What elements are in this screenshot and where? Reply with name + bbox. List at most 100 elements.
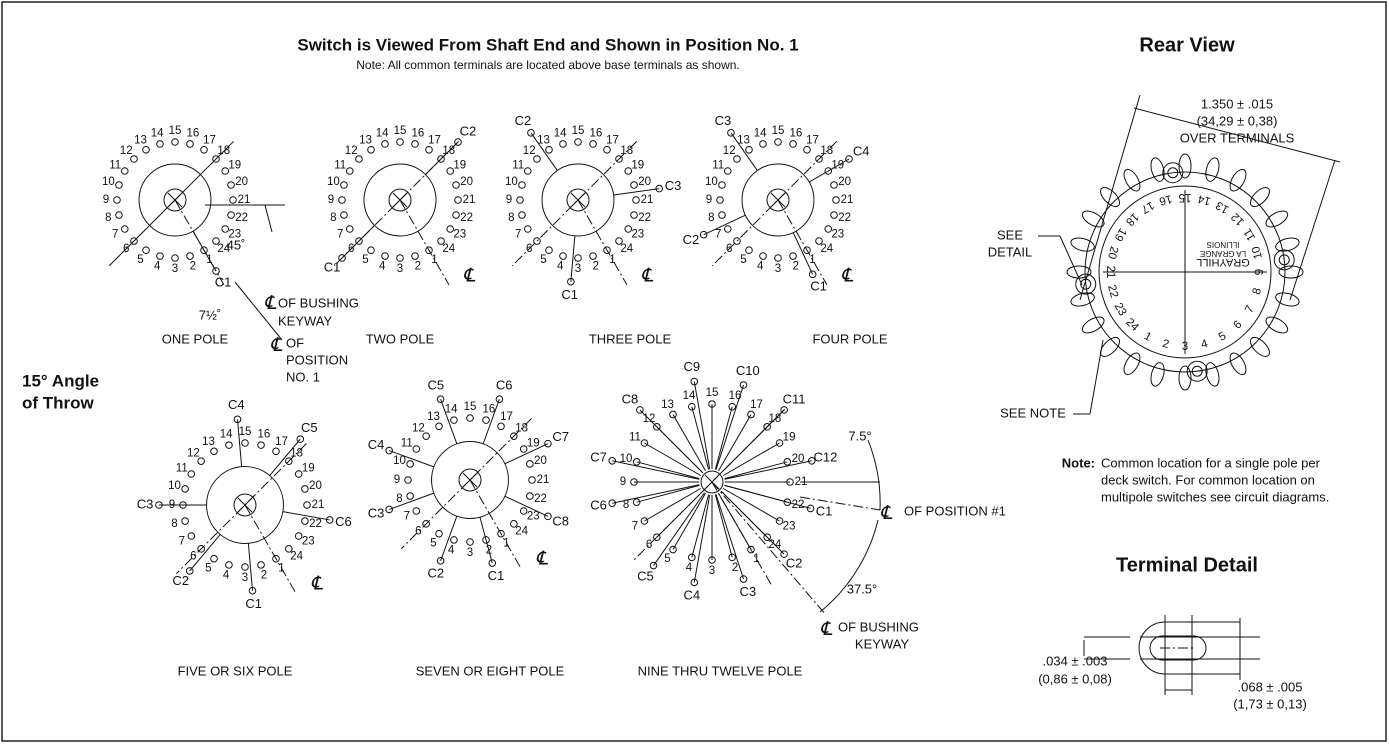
label: C10 bbox=[736, 363, 760, 378]
label: OVER TERMINALS bbox=[1180, 130, 1295, 145]
terminal bbox=[211, 555, 218, 562]
label: 11 bbox=[109, 160, 121, 172]
label: C1 bbox=[245, 596, 262, 611]
rear-terminal bbox=[1121, 167, 1143, 194]
label: 24 bbox=[820, 243, 833, 255]
label: 12 bbox=[1229, 210, 1247, 228]
label: 2 bbox=[190, 261, 196, 273]
rear-terminal bbox=[1274, 291, 1300, 309]
label: 10 bbox=[393, 455, 406, 467]
rear-terminal bbox=[1263, 314, 1290, 336]
terminal bbox=[304, 502, 311, 509]
label: 21 bbox=[841, 194, 854, 206]
terminal bbox=[413, 446, 420, 453]
terminal bbox=[453, 212, 460, 219]
label: ℄ bbox=[535, 549, 548, 570]
terminal bbox=[242, 440, 249, 447]
label: 17 bbox=[500, 411, 513, 423]
label: (34,29 ± 0,38) bbox=[1197, 113, 1278, 128]
label: 7 bbox=[632, 521, 638, 533]
label: 20 bbox=[838, 176, 851, 188]
label: C3 bbox=[137, 496, 154, 511]
label: 12 bbox=[723, 145, 736, 157]
label: 5 bbox=[362, 254, 368, 266]
label: 1 bbox=[753, 553, 759, 565]
line bbox=[193, 231, 216, 271]
label: 13 bbox=[359, 134, 372, 146]
label: 17 bbox=[606, 134, 619, 146]
label: C9 bbox=[684, 359, 701, 374]
line bbox=[800, 497, 880, 510]
label: C6 bbox=[590, 498, 607, 513]
label: SEE bbox=[997, 227, 1023, 242]
line bbox=[248, 543, 252, 590]
label: 4 bbox=[557, 261, 564, 273]
label: 11 bbox=[629, 432, 641, 444]
terminal bbox=[412, 141, 419, 148]
label: THREE POLE bbox=[589, 331, 672, 346]
label: C3 bbox=[665, 178, 682, 193]
label: 10 bbox=[1250, 245, 1265, 260]
side-label: of Throw bbox=[22, 393, 95, 412]
label: NINE THRU TWELVE POLE bbox=[638, 663, 803, 678]
label: 1 bbox=[431, 254, 437, 266]
label: 20 bbox=[638, 176, 651, 188]
label: 14 bbox=[151, 127, 164, 139]
label: 24 bbox=[1123, 316, 1141, 334]
terminal bbox=[341, 182, 348, 189]
terminal bbox=[426, 146, 433, 153]
label: 12 bbox=[412, 422, 425, 434]
terminal bbox=[116, 212, 123, 219]
label: 21 bbox=[238, 194, 251, 206]
label: (1,73 ± 0,13) bbox=[1233, 696, 1307, 711]
label: SEE NOTE bbox=[1000, 405, 1066, 420]
terminal bbox=[483, 417, 490, 424]
label: 22 bbox=[235, 212, 248, 224]
label: ℄ bbox=[820, 619, 833, 640]
terminal bbox=[831, 212, 838, 219]
label: 23 bbox=[302, 536, 315, 548]
label: 17 bbox=[428, 134, 441, 146]
label: KEYWAY bbox=[278, 313, 333, 328]
terminal bbox=[519, 182, 526, 189]
page: Switch is Viewed From Shaft End and Show… bbox=[0, 0, 1389, 744]
label: 10 bbox=[505, 176, 518, 188]
terminal bbox=[719, 212, 726, 219]
terminal bbox=[831, 182, 838, 189]
label: TWO POLE bbox=[366, 331, 435, 346]
label: 4 bbox=[223, 570, 230, 582]
label: C1 bbox=[488, 568, 505, 583]
label: 22 bbox=[838, 212, 851, 224]
label: 8 bbox=[396, 493, 402, 505]
terminal bbox=[590, 253, 597, 260]
label: 3 bbox=[467, 547, 473, 559]
label: 9 bbox=[328, 194, 334, 206]
label: 4 bbox=[448, 545, 455, 557]
terminal bbox=[228, 212, 235, 219]
label: 7 bbox=[404, 511, 410, 523]
label: 2 bbox=[793, 261, 799, 273]
rear-terminal bbox=[1121, 350, 1143, 377]
rear-terminal bbox=[1204, 156, 1222, 182]
label: 12 bbox=[523, 145, 536, 157]
terminal bbox=[590, 141, 597, 148]
line bbox=[637, 485, 700, 502]
terminal bbox=[188, 471, 195, 478]
label: 7 bbox=[337, 229, 343, 241]
label: C2 bbox=[172, 573, 189, 588]
terminal bbox=[341, 212, 348, 219]
line bbox=[715, 495, 732, 558]
label: 7.5° bbox=[848, 428, 871, 443]
label: 45˚ bbox=[227, 237, 246, 252]
label: 16 bbox=[411, 127, 424, 139]
label: 16 bbox=[186, 127, 199, 139]
label: 24 bbox=[290, 551, 303, 563]
label: 14 bbox=[754, 127, 767, 139]
terminal bbox=[760, 141, 767, 148]
terminal bbox=[717, 197, 724, 204]
label: C6 bbox=[496, 377, 513, 392]
terminal bbox=[631, 212, 638, 219]
terminal bbox=[467, 415, 474, 422]
line bbox=[657, 491, 703, 537]
label: 5 bbox=[205, 562, 211, 574]
